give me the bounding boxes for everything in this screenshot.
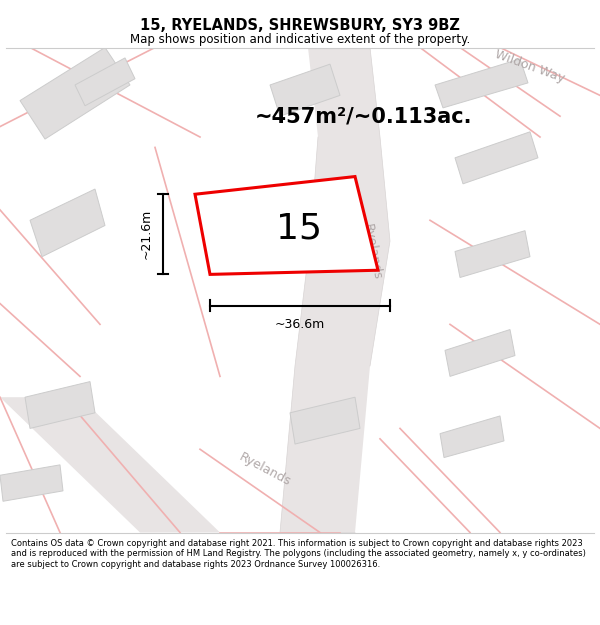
- Polygon shape: [195, 176, 378, 274]
- Polygon shape: [270, 64, 340, 116]
- Text: Ryelands: Ryelands: [237, 451, 293, 489]
- Text: ~457m²/~0.113ac.: ~457m²/~0.113ac.: [255, 106, 473, 126]
- Text: Wildon Way: Wildon Way: [493, 48, 566, 85]
- Text: 15: 15: [277, 212, 323, 246]
- Polygon shape: [280, 48, 390, 532]
- Text: Map shows position and indicative extent of the property.: Map shows position and indicative extent…: [130, 32, 470, 46]
- Polygon shape: [455, 132, 538, 184]
- Polygon shape: [75, 58, 135, 106]
- Polygon shape: [440, 416, 504, 457]
- Polygon shape: [0, 465, 63, 501]
- Polygon shape: [455, 231, 530, 278]
- Polygon shape: [445, 329, 515, 376]
- Text: ~21.6m: ~21.6m: [140, 209, 153, 259]
- Polygon shape: [25, 382, 95, 428]
- Polygon shape: [0, 398, 220, 532]
- Text: Contains OS data © Crown copyright and database right 2021. This information is : Contains OS data © Crown copyright and d…: [11, 539, 586, 569]
- Polygon shape: [20, 48, 130, 139]
- Text: Ryelands: Ryelands: [361, 222, 383, 281]
- Text: ~36.6m: ~36.6m: [275, 318, 325, 331]
- Text: 15, RYELANDS, SHREWSBURY, SY3 9BZ: 15, RYELANDS, SHREWSBURY, SY3 9BZ: [140, 18, 460, 32]
- Polygon shape: [290, 398, 360, 444]
- Polygon shape: [30, 189, 105, 257]
- Polygon shape: [435, 59, 528, 108]
